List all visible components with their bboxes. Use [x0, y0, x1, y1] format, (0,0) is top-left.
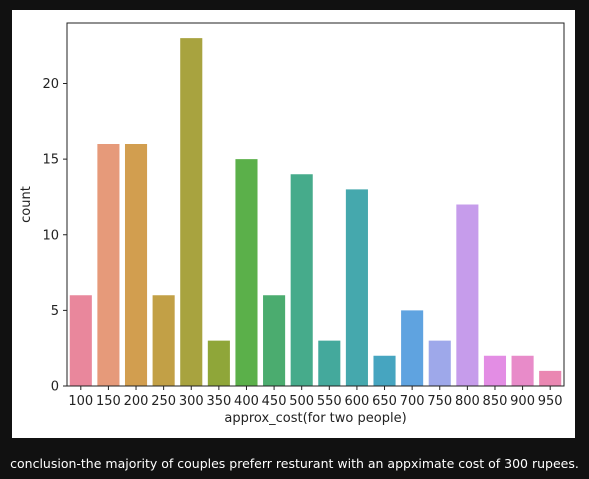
x-tick-label: 550 — [317, 394, 342, 409]
bar-100 — [69, 295, 92, 386]
y-tick-label: 15 — [42, 153, 59, 168]
x-tick-label: 650 — [372, 394, 397, 409]
x-tick-label: 850 — [483, 394, 508, 409]
x-tick-label: 450 — [262, 394, 287, 409]
x-tick-label: 300 — [179, 394, 204, 409]
axes-layer: 100 150 200 250 300 350 400 450 500 550 600 650 700 7… — [42, 22, 565, 409]
bar-550 — [318, 340, 341, 387]
bar-250 — [152, 295, 175, 386]
y-tick-label: 10 — [42, 228, 59, 243]
x-tick-label: 350 — [206, 394, 231, 409]
x-tick-label: 700 — [400, 394, 425, 409]
x-tick-label: 750 — [427, 394, 452, 409]
x-tick-label: 100 — [68, 394, 93, 409]
bar-600 — [345, 189, 368, 387]
x-tick-label: 600 — [345, 394, 370, 409]
bar-200 — [124, 144, 148, 386]
conclusion-caption: conclusion-the majority of couples prefe… — [10, 456, 579, 471]
bar-950 — [539, 370, 562, 387]
bar-450 — [263, 295, 286, 386]
chart-figure: 100 150 200 250 300 350 400 450 500 550 600 650 700 7… — [12, 10, 575, 438]
bars-layer — [69, 38, 562, 387]
x-tick-label: 500 — [289, 394, 314, 409]
y-tick-label: 20 — [42, 77, 59, 92]
y-tick-label: 0 — [51, 380, 59, 395]
bar-850 — [483, 355, 507, 386]
x-tick-label: 200 — [124, 394, 149, 409]
bar-350 — [207, 340, 230, 387]
y-tick-label: 5 — [51, 304, 59, 319]
bar-500 — [290, 174, 313, 386]
x-axis-label: approx_cost(for two people) — [224, 411, 406, 426]
bar-650 — [373, 355, 396, 386]
x-tick-label: 250 — [151, 394, 176, 409]
bar-700 — [401, 310, 424, 387]
x-tick-label: 400 — [234, 394, 259, 409]
y-axis-label: count — [19, 186, 34, 223]
bar-800 — [456, 204, 479, 386]
bar-300 — [180, 38, 203, 387]
bar-chart: 100 150 200 250 300 350 400 450 500 550 600 650 700 7… — [19, 22, 565, 426]
plot-frame — [66, 22, 565, 387]
x-tick-label: 900 — [510, 394, 535, 409]
x-tick-label: 800 — [455, 394, 480, 409]
x-tick-label: 950 — [538, 394, 563, 409]
bar-150 — [97, 144, 120, 386]
x-tick-label: 150 — [96, 394, 121, 409]
bar-750 — [428, 340, 451, 387]
bar-400 — [235, 159, 258, 387]
bar-900 — [511, 355, 534, 386]
